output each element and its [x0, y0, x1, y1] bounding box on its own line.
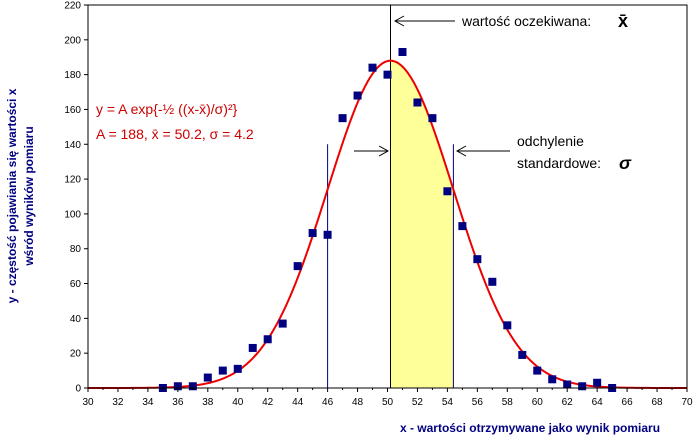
- data-point: [323, 230, 332, 239]
- stddev-arrow-left-head: [378, 145, 390, 157]
- y-tick-label: 80: [70, 244, 82, 255]
- data-point: [383, 70, 392, 79]
- data-point: [443, 187, 452, 196]
- stddev-label-line2: standardowe:: [517, 155, 601, 171]
- x-tick-label: 40: [232, 397, 244, 408]
- x-tick-label: 56: [472, 397, 484, 408]
- data-point: [428, 114, 437, 123]
- data-point: [518, 350, 527, 359]
- data-points-layer: [158, 48, 617, 392]
- data-point: [173, 382, 182, 391]
- data-point: [218, 366, 227, 375]
- expected-value-label: wartość oczekiwana:: [461, 13, 591, 29]
- data-point: [413, 98, 422, 107]
- data-point: [398, 48, 407, 56]
- fit-parameters: A = 188, x̄ = 50.2, σ = 4.2: [96, 126, 254, 142]
- expected-value-symbol: x̄: [618, 11, 628, 31]
- y-tick-label: 60: [70, 279, 82, 290]
- data-point: [563, 380, 572, 389]
- x-tick-label: 64: [592, 397, 604, 408]
- stddev-label-line1: odchylenie: [517, 133, 584, 149]
- y-tick-label: 160: [64, 105, 81, 116]
- fit-curve-layer: [88, 59, 688, 389]
- data-point: [278, 319, 287, 328]
- data-point: [593, 378, 602, 387]
- x-tick-label: 58: [502, 397, 514, 408]
- fit-equation: y = A exp{-½ ((x-x̄)/σ)²}: [96, 101, 238, 117]
- data-point: [233, 364, 242, 373]
- y-tick-label: 0: [75, 384, 81, 395]
- x-tick-label: 30: [82, 397, 94, 408]
- data-point: [248, 343, 257, 352]
- x-axis-ticks: 30 32 34 36 38 40 42 44 46 48 50 52 54 56 58 60 62 64 66 68…: [82, 388, 693, 408]
- y-tick-label: 140: [64, 140, 81, 151]
- y-tick-label: 40: [70, 314, 82, 325]
- x-axis-title: x - wartości otrzymywane jako wynik pomi…: [400, 421, 660, 435]
- y-tick-label: 100: [64, 209, 81, 220]
- x-tick-label: 60: [532, 397, 544, 408]
- data-point: [548, 375, 557, 384]
- x-tick-label: 52: [412, 397, 424, 408]
- fit-curve: [88, 59, 688, 389]
- y-tick-label: 120: [64, 175, 81, 186]
- data-point: [458, 222, 467, 231]
- y-axis-ticks: 0 20 40 60 80 100 120 140 160 180 200 220: [64, 1, 88, 395]
- x-tick-label: 38: [202, 397, 214, 408]
- stddev-arrow-right-head: [455, 145, 467, 157]
- y-axis-title-line1: y - częstość pojawiania się wartości x: [5, 88, 19, 303]
- data-point: [188, 382, 197, 391]
- stddev-symbol: σ: [619, 153, 632, 173]
- stddev-annotation: odchylenie standardowe: σ: [354, 133, 632, 173]
- y-axis-title-line2: wśród wyników pomiaru: [22, 126, 36, 266]
- data-point: [338, 114, 347, 123]
- y-tick-label: 20: [70, 349, 82, 360]
- data-point: [488, 277, 497, 286]
- x-tick-label: 62: [562, 397, 574, 408]
- y-tick-label: 220: [64, 1, 81, 12]
- y-tick-label: 200: [64, 35, 81, 46]
- data-point: [503, 321, 512, 330]
- x-tick-label: 54: [442, 397, 454, 408]
- data-point: [203, 373, 212, 382]
- data-point: [308, 229, 317, 238]
- y-tick-label: 180: [64, 70, 81, 81]
- data-point: [293, 262, 302, 271]
- shaded-area: [390, 60, 454, 389]
- x-tick-label: 70: [681, 397, 693, 408]
- x-tick-label: 36: [172, 397, 184, 408]
- data-point: [473, 255, 482, 264]
- x-tick-label: 34: [142, 397, 154, 408]
- vertical-lines-layer: [327, 5, 454, 388]
- data-point: [368, 63, 377, 72]
- x-tick-label: 42: [262, 397, 274, 408]
- x-tick-label: 46: [322, 397, 334, 408]
- data-point: [353, 91, 362, 100]
- shaded-region-layer: [390, 60, 454, 389]
- data-point: [578, 382, 587, 391]
- x-tick-label: 50: [382, 397, 394, 408]
- expected-arrowhead: [393, 15, 405, 27]
- data-point: [533, 366, 542, 375]
- x-tick-label: 48: [352, 397, 364, 408]
- expected-value-annotation: wartość oczekiwana: x̄: [393, 11, 628, 31]
- x-tick-label: 68: [651, 397, 663, 408]
- data-point: [263, 335, 272, 344]
- x-tick-label: 66: [622, 397, 634, 408]
- x-tick-label: 44: [292, 397, 304, 408]
- plot-frame: [87, 4, 688, 389]
- x-tick-label: 32: [112, 397, 124, 408]
